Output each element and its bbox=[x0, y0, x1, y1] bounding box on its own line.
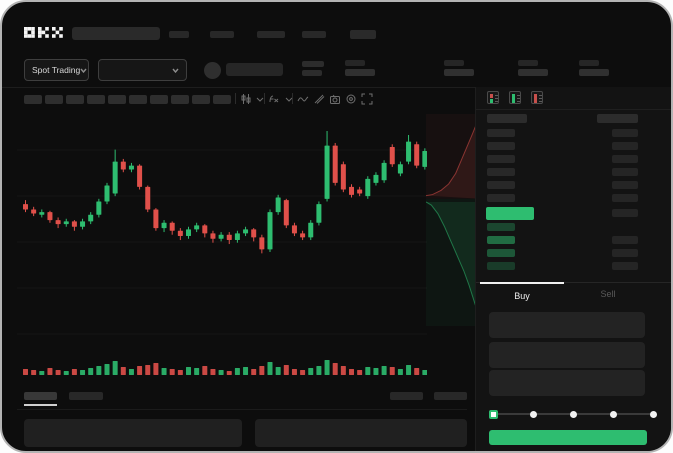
depth-overlay bbox=[426, 114, 480, 326]
nav-item-placeholder[interactable] bbox=[210, 31, 234, 38]
settings-icon[interactable] bbox=[345, 92, 357, 104]
indicators-fx-icon[interactable] bbox=[268, 92, 280, 104]
fullscreen-icon[interactable] bbox=[361, 92, 373, 105]
bid-price-bar[interactable] bbox=[487, 249, 515, 257]
price-placeholder bbox=[226, 63, 283, 76]
okx-logo bbox=[24, 27, 63, 38]
stat-value-placeholder bbox=[518, 69, 548, 76]
bottom-control[interactable] bbox=[390, 392, 423, 400]
candle-style-icon[interactable] bbox=[240, 92, 252, 104]
bid-price-bar[interactable] bbox=[487, 236, 515, 244]
orderbook-view-asks-icon[interactable] bbox=[531, 91, 543, 104]
nav-item-placeholder[interactable] bbox=[302, 31, 326, 38]
stat-label-placeholder bbox=[444, 60, 464, 66]
orderbook-view-both-icon[interactable] bbox=[487, 91, 499, 104]
chevron-down-icon bbox=[172, 68, 179, 73]
chevron-down-icon[interactable] bbox=[283, 92, 295, 104]
timeframe-button[interactable] bbox=[150, 95, 168, 104]
open-orders-panel bbox=[24, 419, 242, 447]
slider-stop[interactable] bbox=[649, 410, 657, 418]
camera-icon[interactable] bbox=[329, 92, 341, 104]
buy-submit-button[interactable] bbox=[489, 430, 647, 445]
timeframe-button[interactable] bbox=[66, 95, 84, 104]
bottom-tab-underline bbox=[24, 404, 57, 406]
change-placeholder bbox=[302, 70, 322, 76]
candlestick-chart[interactable] bbox=[17, 114, 427, 340]
timeframe-button[interactable] bbox=[45, 95, 63, 104]
slider-stop[interactable] bbox=[609, 410, 617, 418]
order-history-panel bbox=[255, 419, 467, 447]
timeframe-button[interactable] bbox=[213, 95, 231, 104]
last-price-amount-bar bbox=[612, 209, 638, 217]
header-divider bbox=[2, 87, 671, 88]
chevron-down-icon bbox=[80, 68, 87, 73]
nav-item-placeholder[interactable] bbox=[169, 31, 189, 38]
book-header-amount bbox=[597, 114, 638, 123]
volume-bars bbox=[23, 360, 427, 375]
slider-handle[interactable] bbox=[488, 409, 498, 419]
bid-price-bar[interactable] bbox=[487, 262, 515, 270]
last-price-pill[interactable] bbox=[486, 207, 534, 220]
book-divider bbox=[476, 109, 671, 110]
book-header-price bbox=[487, 114, 527, 123]
total-field[interactable] bbox=[489, 370, 645, 396]
price-field[interactable] bbox=[489, 312, 645, 338]
trade-panel: Buy Sell bbox=[475, 87, 671, 451]
bid-amount-bar bbox=[612, 249, 638, 257]
change-placeholder bbox=[302, 61, 324, 67]
market-type-label: Spot Trading bbox=[32, 65, 81, 75]
ask-price-bar[interactable] bbox=[487, 181, 515, 189]
stat-value-placeholder bbox=[444, 69, 474, 76]
search-input[interactable] bbox=[72, 27, 160, 40]
ask-price-bar[interactable] bbox=[487, 142, 515, 150]
tab-buy[interactable]: Buy bbox=[480, 282, 564, 308]
stat-value-placeholder bbox=[345, 69, 375, 76]
stat-label-placeholder bbox=[579, 60, 599, 66]
ask-amount-bar bbox=[612, 181, 638, 189]
timeframe-button[interactable] bbox=[171, 95, 189, 104]
slider-stop[interactable] bbox=[529, 410, 537, 418]
bottom-tab-active[interactable] bbox=[24, 392, 57, 400]
line-tool-icon[interactable] bbox=[297, 92, 309, 104]
bid-price-bar[interactable] bbox=[487, 223, 515, 231]
bottom-tab[interactable] bbox=[69, 392, 103, 400]
nav-item-placeholder[interactable] bbox=[350, 30, 376, 39]
timeframe-button[interactable] bbox=[108, 95, 126, 104]
stat-value-placeholder bbox=[579, 69, 609, 76]
chevron-down-icon[interactable] bbox=[254, 92, 266, 104]
timeframe-button[interactable] bbox=[129, 95, 147, 104]
timeframe-button[interactable] bbox=[87, 95, 105, 104]
nav-item-placeholder[interactable] bbox=[257, 31, 285, 38]
draw-tool-icon[interactable] bbox=[313, 92, 325, 104]
chart-toolbar bbox=[2, 92, 475, 107]
timeframe-button[interactable] bbox=[24, 95, 42, 104]
bottom-control[interactable] bbox=[434, 392, 467, 400]
slider-stop[interactable] bbox=[569, 410, 577, 418]
tabbar-border bbox=[476, 282, 671, 283]
ask-amount-bar bbox=[612, 142, 638, 150]
bottom-divider bbox=[17, 409, 467, 410]
ask-price-bar[interactable] bbox=[487, 155, 515, 163]
bid-amount-bar bbox=[612, 236, 638, 244]
amount-field[interactable] bbox=[489, 342, 645, 368]
orderbook-view-bids-icon[interactable] bbox=[509, 91, 521, 104]
timeframe-button[interactable] bbox=[192, 95, 210, 104]
tab-sell[interactable]: Sell bbox=[600, 289, 616, 299]
bid-amount-bar bbox=[612, 262, 638, 270]
stat-label-placeholder bbox=[518, 60, 538, 66]
ask-price-bar[interactable] bbox=[487, 129, 515, 137]
ask-amount-bar bbox=[612, 129, 638, 137]
ask-amount-bar bbox=[612, 155, 638, 163]
ask-amount-bar bbox=[612, 194, 638, 202]
ask-price-bar[interactable] bbox=[487, 194, 515, 202]
pair-dropdown[interactable] bbox=[98, 59, 187, 81]
market-type-dropdown[interactable]: Spot Trading bbox=[24, 59, 89, 81]
coin-icon bbox=[204, 62, 221, 79]
ask-amount-bar bbox=[612, 168, 638, 176]
ask-price-bar[interactable] bbox=[487, 168, 515, 176]
stat-label-placeholder bbox=[345, 60, 365, 66]
